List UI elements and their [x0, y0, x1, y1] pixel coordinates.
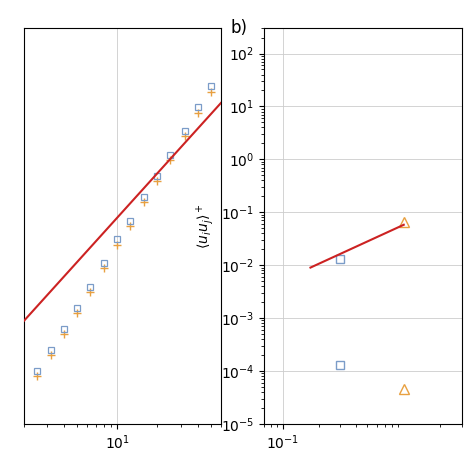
- Text: b): b): [231, 19, 248, 37]
- Y-axis label: $\langle u_i u_j \rangle^+$: $\langle u_i u_j \rangle^+$: [195, 203, 216, 249]
